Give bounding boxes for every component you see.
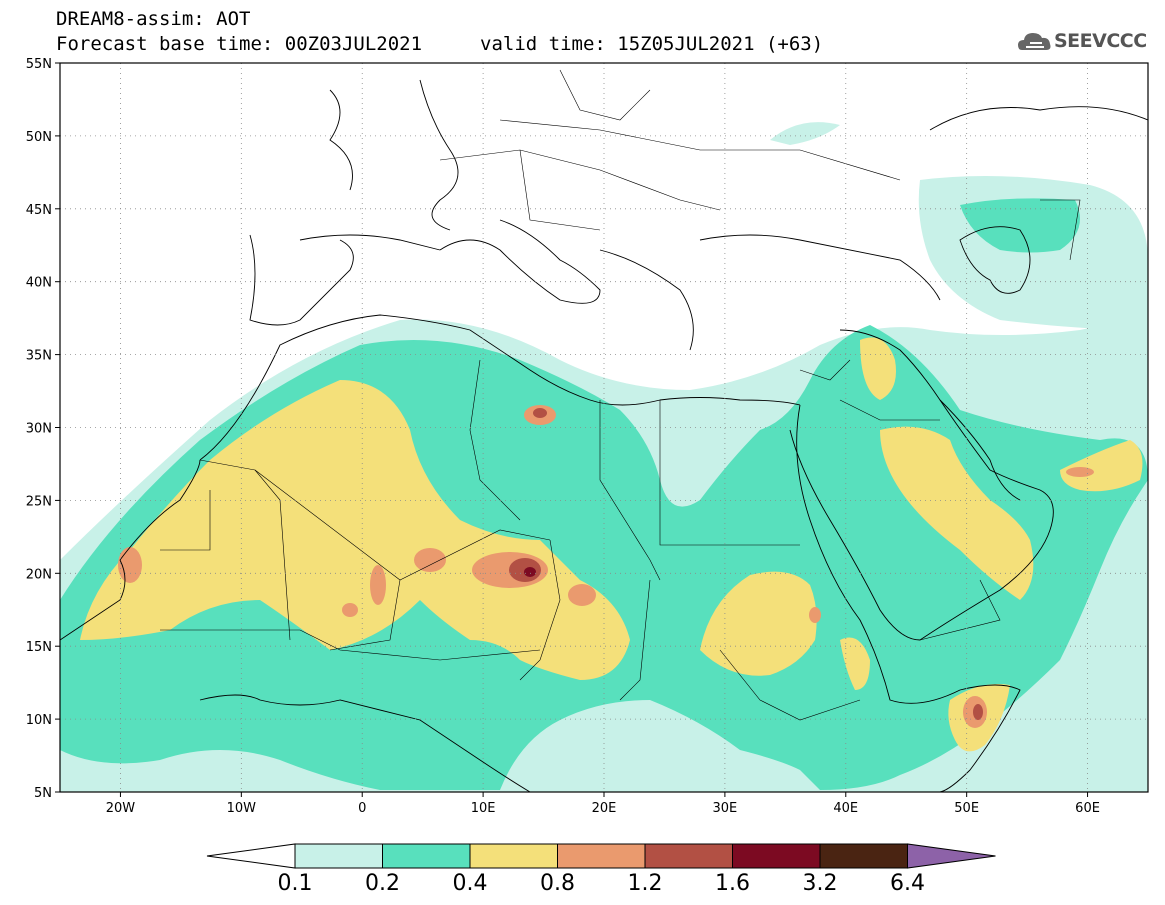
lat-tick-label: 10N (26, 713, 52, 728)
lat-tick-label: 35N (26, 349, 52, 364)
colorbar-label: 1.6 (715, 871, 750, 896)
lon-tick-label: 30E (713, 801, 738, 816)
lon-tick-label: 40E (833, 801, 858, 816)
colorbar-segment (819, 843, 908, 869)
colorbar-label: 0.2 (365, 871, 400, 896)
colorbar-segment (382, 843, 471, 869)
lat-tick-label: 50N (26, 130, 52, 145)
colorbar-label: 0.1 (278, 871, 313, 896)
colorbar-min-arrow (206, 843, 296, 869)
colorbar-segment (294, 843, 383, 869)
colorbar-segment (732, 843, 821, 869)
lat-tick-label: 40N (26, 276, 52, 291)
lon-tick-label: 20W (106, 801, 136, 816)
lon-tick-label: 50E (954, 801, 979, 816)
colorbar-label: 0.8 (540, 871, 575, 896)
lon-tick-label: 60E (1075, 801, 1100, 816)
borders (160, 69, 1081, 721)
latitude-axis: 55N 50N 45N 40N 35N 30N 25N 20N 15N 10N 5N (26, 57, 60, 801)
valid-time: valid time: 15Z05JUL2021 (+63) (480, 33, 824, 55)
lon-tick-label: 10E (471, 801, 496, 816)
colorbar-segment (469, 843, 558, 869)
logo-text: SEEVCCC (1054, 30, 1147, 52)
lat-tick-label: 20N (26, 567, 52, 582)
colorbar-label: 0.4 (453, 871, 488, 896)
lat-tick-label: 5N (34, 786, 52, 801)
longitude-axis: 20W 10W 0 10E 20E 30E 40E 50E 60E (106, 792, 1100, 816)
colorbar-label: 3.2 (803, 871, 838, 896)
lon-tick-label: 20E (592, 801, 617, 816)
colorbar-segment (557, 843, 646, 869)
lon-tick-label: 0 (358, 801, 366, 816)
forecast-base-time: Forecast base time: 00Z03JUL2021 (56, 33, 423, 55)
coastlines (60, 79, 1148, 792)
aot-field (60, 122, 1148, 792)
lon-tick-label: 10W (227, 801, 257, 816)
colorbar: 0.1 0.2 0.4 0.8 1.2 1.6 3.2 6.4 (206, 843, 996, 896)
lat-tick-label: 25N (26, 494, 52, 509)
colorbar-label: 6.4 (890, 871, 925, 896)
colorbar-max-arrow (907, 843, 996, 869)
lat-tick-label: 55N (26, 57, 52, 72)
lat-tick-label: 45N (26, 203, 52, 218)
map-title: DREAM8-assim: AOT (56, 8, 251, 30)
colorbar-segment (644, 843, 733, 869)
lat-tick-label: 15N (26, 640, 52, 655)
lat-tick-label: 30N (26, 422, 52, 437)
colorbar-label: 1.2 (628, 871, 663, 896)
cloud-logo-icon (1018, 33, 1051, 50)
